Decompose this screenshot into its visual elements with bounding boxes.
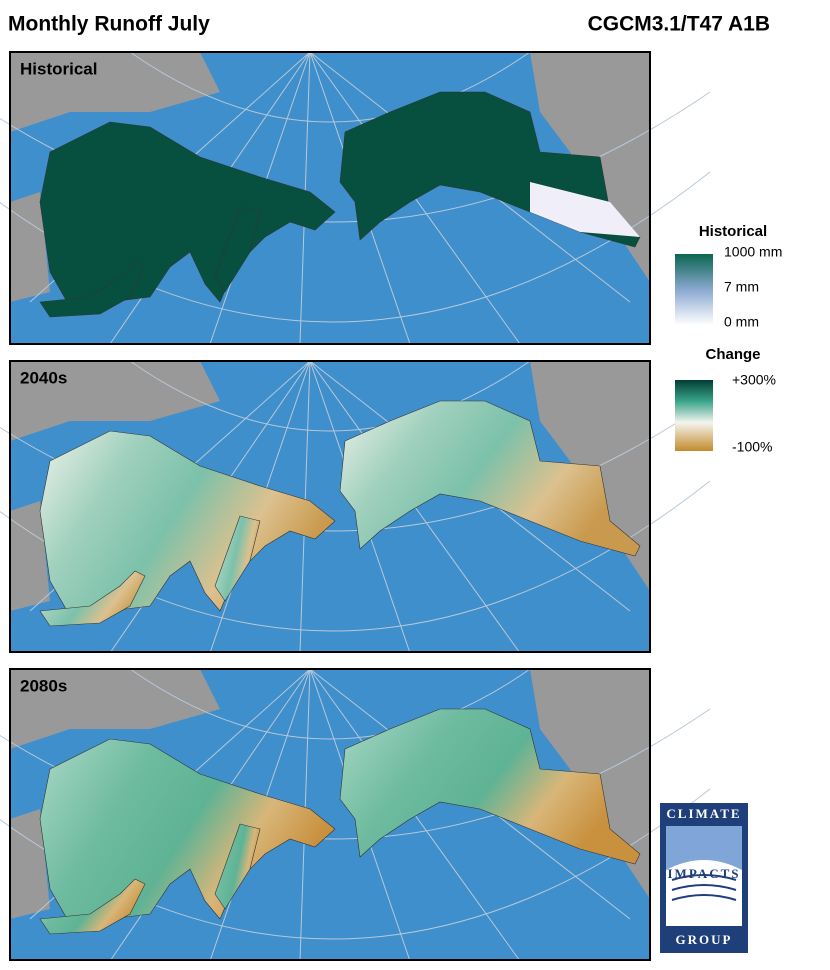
logo-text: IMPACTS xyxy=(668,866,741,881)
panel-label: 2080s xyxy=(20,676,67,695)
legend-tick: +300% xyxy=(732,372,776,388)
legend: Historical 1000 mm 7 mm 0 mm Change +300… xyxy=(675,223,782,455)
legend-tick: -100% xyxy=(732,439,772,455)
logo-text: CLIMATE xyxy=(666,806,741,821)
logo-text: GROUP xyxy=(676,932,733,947)
legend-tick: 7 mm xyxy=(724,279,759,295)
map-panel: 2040s xyxy=(0,360,711,654)
legend-tick: 0 mm xyxy=(724,314,759,330)
map-panel: 2080s xyxy=(0,668,711,962)
panel-label: Historical xyxy=(20,59,97,78)
panel-label: 2040s xyxy=(20,368,67,387)
legend-tick: 1000 mm xyxy=(724,244,782,260)
map-panel: Historical xyxy=(0,51,711,345)
legend-title: Change xyxy=(705,346,760,363)
legend-title: Historical xyxy=(699,223,767,240)
title: Monthly Runoff July xyxy=(8,13,210,36)
colorbar xyxy=(675,254,713,325)
model-title: CGCM3.1/T47 A1B xyxy=(588,13,770,36)
colorbar xyxy=(675,380,713,451)
logo: CLIMATE IMPACTS GROUP xyxy=(660,803,748,953)
